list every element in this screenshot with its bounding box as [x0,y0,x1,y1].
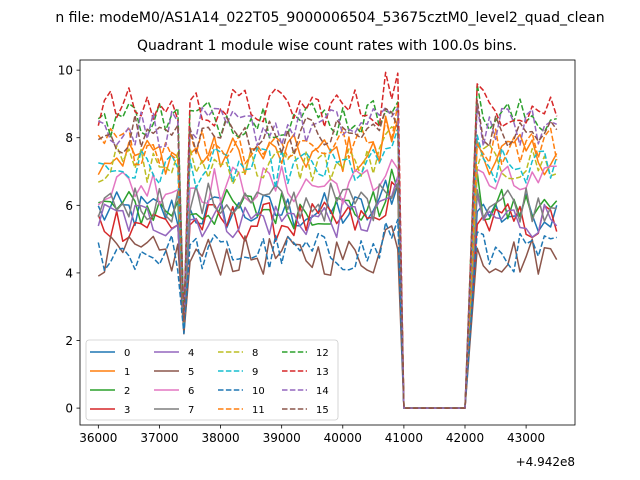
y-axis: 0 2 4 6 8 10 [58,64,80,416]
chart-title: Quadrant 1 module wise count rates with … [137,38,517,54]
legend-box [85,339,339,421]
series-line-9 [98,127,558,409]
x-tick-label: 36000 [79,431,117,445]
x-tick-label: 40000 [324,431,362,445]
legend-label-14: 14 [316,386,329,397]
legend-label-2: 2 [124,386,130,397]
legend-label-11: 11 [252,405,265,416]
x-tick-label: 39000 [263,431,301,445]
series-line-0 [97,179,558,409]
x-tick-label: 38000 [201,431,239,445]
legend-label-10: 10 [252,386,265,397]
legend-label-4: 4 [188,348,194,359]
y-tick-label: 4 [65,266,73,280]
chart-suptitle: n file: modeM0/AS1A14_022T05_9000006504_… [55,10,604,26]
x-offset-label: +4.942e8 [516,455,575,469]
series-line-13 [97,71,558,409]
series-line-15 [97,99,558,409]
legend-label-7: 7 [188,405,194,416]
legend-label-8: 8 [252,348,258,359]
series-group [97,71,558,409]
series-line-11 [97,103,558,409]
series-line-7 [97,182,557,409]
y-tick-label: 2 [65,334,73,348]
plot-frame [79,59,576,426]
series-line-10 [97,218,557,409]
series-line-12 [97,83,557,409]
y-tick-label: 10 [58,64,73,78]
series-line-8 [97,126,557,409]
legend-label-12: 12 [316,348,329,359]
series-line-4 [97,175,558,409]
legend-label-1: 1 [124,367,130,378]
x-tick-label: 41000 [385,431,423,445]
y-tick-label: 0 [65,402,73,416]
legend-label-9: 9 [252,367,258,378]
x-tick-label: 37000 [140,431,178,445]
x-tick-label: 43000 [507,431,545,445]
y-tick-label: 8 [65,131,73,145]
legend-label-15: 15 [316,405,329,416]
series-line-14 [97,104,557,409]
x-axis: 36000 37000 38000 39000 40000 41000 42000 43000 [79,425,545,445]
series-line-5 [97,225,558,409]
y-tick-label: 6 [65,199,73,213]
legend-label-3: 3 [124,405,130,416]
legend-label-5: 5 [188,367,194,378]
legend-label-0: 0 [124,348,130,359]
plot-area [79,59,576,426]
legend-label-13: 13 [316,367,329,378]
x-tick-label: 42000 [446,431,484,445]
legend-label-6: 6 [188,386,194,397]
series-line-6 [97,158,557,409]
